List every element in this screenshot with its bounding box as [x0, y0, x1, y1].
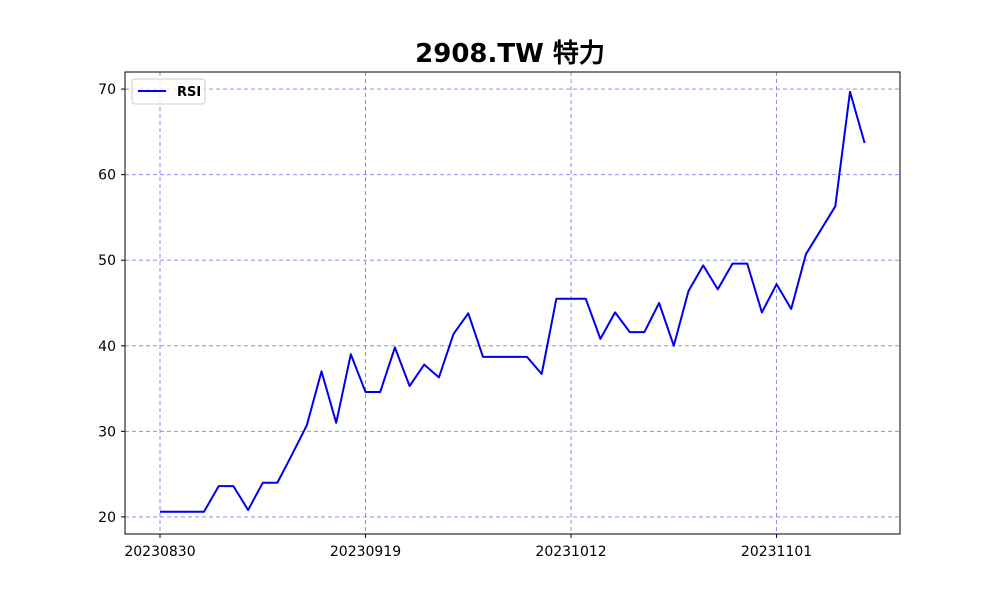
- plot-frame: [124, 71, 901, 535]
- y-tick-label: 30: [98, 424, 116, 440]
- series-group: [160, 90, 866, 513]
- legend-label-rsi: RSI: [177, 85, 201, 100]
- legend-box: [131, 78, 206, 105]
- y-tick-label: 50: [98, 253, 116, 269]
- x-tick-label: 20231101: [741, 544, 812, 560]
- x-tick-label: 20230919: [330, 544, 401, 560]
- x-tick-label: 20230830: [124, 544, 195, 560]
- y-tick-label: 60: [98, 168, 116, 184]
- grid-lines: [125, 72, 900, 534]
- axis-ticks: 20 30 40 50 60 70 20230830 20230919 20231012 2023…: [98, 82, 812, 560]
- y-tick-label: 40: [98, 339, 116, 355]
- series-line-rsi: [160, 90, 866, 513]
- y-tick-label: 20: [98, 510, 116, 526]
- legend: RSI: [131, 78, 206, 105]
- y-tick-label: 70: [98, 82, 116, 98]
- chart-title: 2908.TW 特力: [415, 38, 605, 69]
- x-tick-label: 20231012: [535, 544, 606, 560]
